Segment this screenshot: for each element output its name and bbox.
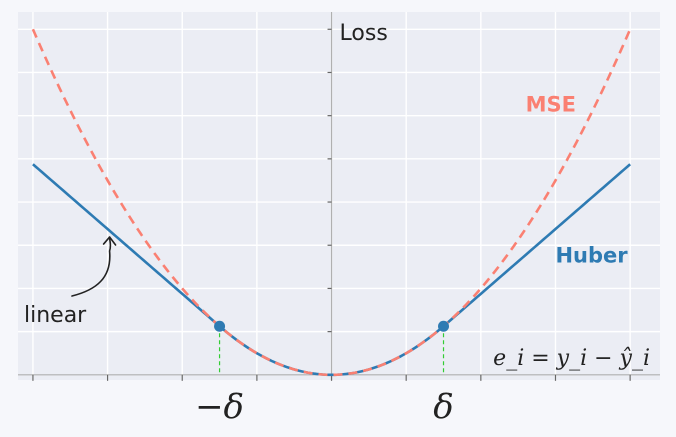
- huber-series-label: Huber: [555, 244, 628, 268]
- linear-annotation-arrowhead: [102, 236, 117, 246]
- x-tick-label-1: δ: [433, 387, 453, 427]
- x-tick-label-0: −δ: [195, 387, 244, 427]
- plot-area: [18, 12, 660, 380]
- delta-marker-1: [438, 320, 450, 332]
- grid-lines: [18, 12, 660, 380]
- linear-annotation-arrow: [71, 236, 112, 297]
- markers-group: [214, 320, 450, 375]
- mse-line: [31, 28, 632, 377]
- y-axis-label: Loss: [340, 21, 388, 46]
- error-equation: e_i = y_i − ŷ_i: [493, 346, 650, 371]
- series-group: [31, 28, 632, 377]
- delta-marker-0: [214, 320, 226, 332]
- huber-line: [32, 163, 631, 377]
- linear-annotation: linear: [24, 303, 87, 328]
- x-tick-labels: −δ δ: [195, 387, 454, 427]
- mse-series-label: MSE: [526, 92, 576, 116]
